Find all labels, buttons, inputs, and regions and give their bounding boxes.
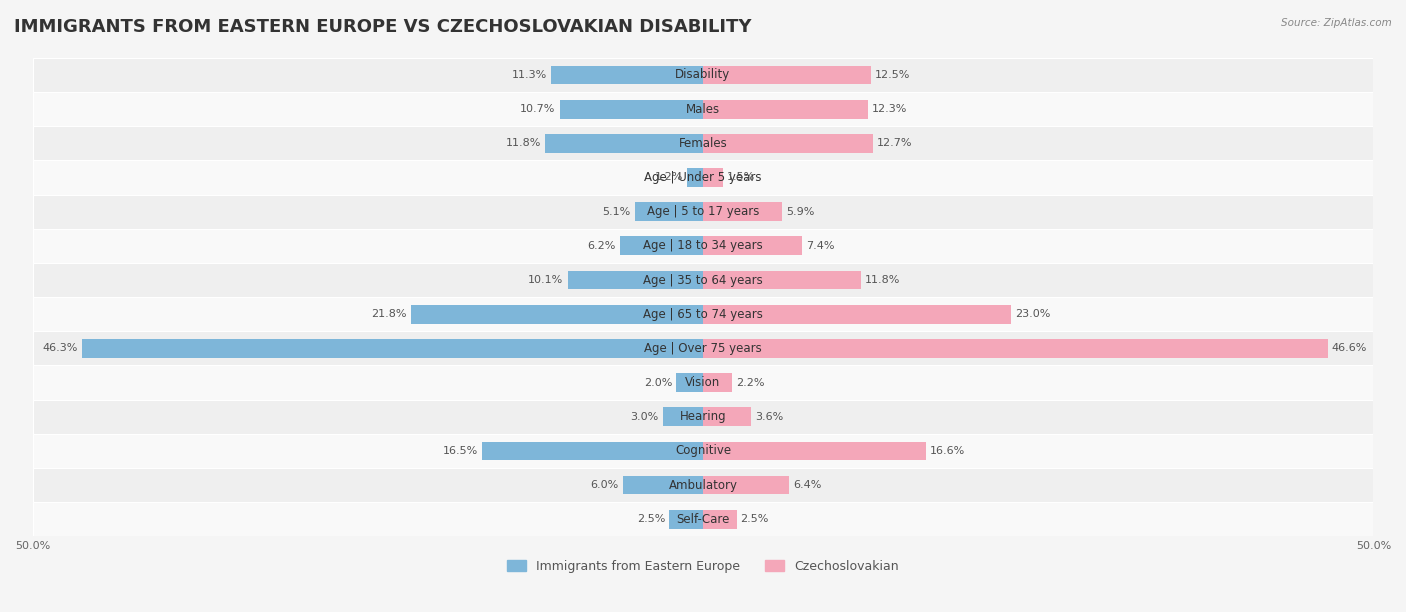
Text: 2.5%: 2.5% [741,514,769,524]
Text: 1.5%: 1.5% [727,173,755,182]
Bar [703,202,782,221]
Bar [703,305,1011,324]
Bar [560,100,703,119]
Bar [32,263,1374,297]
Bar [32,92,1374,126]
Bar [82,339,703,358]
Bar [676,373,703,392]
Bar [32,331,1374,365]
Text: Ambulatory: Ambulatory [668,479,738,491]
Bar [32,502,1374,536]
Text: 46.6%: 46.6% [1331,343,1367,353]
Text: 2.0%: 2.0% [644,378,672,387]
Text: 3.0%: 3.0% [630,412,659,422]
Bar [32,126,1374,160]
Bar [703,271,862,289]
Bar [703,408,751,426]
Text: 23.0%: 23.0% [1015,309,1050,319]
Bar [568,271,703,289]
Text: Males: Males [686,103,720,116]
Bar [703,100,868,119]
Text: Age | Over 75 years: Age | Over 75 years [644,342,762,355]
Text: 12.5%: 12.5% [875,70,910,80]
Bar [669,510,703,529]
Text: 6.2%: 6.2% [588,241,616,251]
Bar [662,408,703,426]
Text: Self-Care: Self-Care [676,513,730,526]
Text: Cognitive: Cognitive [675,444,731,457]
Text: Females: Females [679,137,727,150]
Bar [544,134,703,152]
Text: 5.9%: 5.9% [786,207,814,217]
Text: 11.8%: 11.8% [865,275,901,285]
Text: 46.3%: 46.3% [42,343,79,353]
Text: Age | Under 5 years: Age | Under 5 years [644,171,762,184]
Bar [32,365,1374,400]
Bar [32,434,1374,468]
Bar [32,58,1374,92]
Text: 12.7%: 12.7% [877,138,912,148]
Bar [551,65,703,84]
Text: Disability: Disability [675,69,731,81]
Text: 10.7%: 10.7% [520,104,555,114]
Text: Source: ZipAtlas.com: Source: ZipAtlas.com [1281,18,1392,28]
Text: 5.1%: 5.1% [602,207,631,217]
Text: Hearing: Hearing [679,410,727,424]
Bar [623,476,703,494]
Text: Age | 35 to 64 years: Age | 35 to 64 years [643,274,763,286]
Text: 16.5%: 16.5% [443,446,478,456]
Bar [32,297,1374,331]
Text: 2.5%: 2.5% [637,514,665,524]
Bar [703,373,733,392]
Legend: Immigrants from Eastern Europe, Czechoslovakian: Immigrants from Eastern Europe, Czechosl… [508,560,898,573]
Bar [703,441,925,460]
Bar [32,160,1374,195]
Text: Age | 65 to 74 years: Age | 65 to 74 years [643,308,763,321]
Bar [703,134,873,152]
Text: 11.8%: 11.8% [505,138,541,148]
Bar [32,195,1374,229]
Bar [634,202,703,221]
Text: 10.1%: 10.1% [529,275,564,285]
Text: 11.3%: 11.3% [512,70,547,80]
Bar [703,65,870,84]
Bar [620,236,703,255]
Bar [32,229,1374,263]
Text: 7.4%: 7.4% [806,241,835,251]
Bar [703,476,789,494]
Bar [482,441,703,460]
Text: IMMIGRANTS FROM EASTERN EUROPE VS CZECHOSLOVAKIAN DISABILITY: IMMIGRANTS FROM EASTERN EUROPE VS CZECHO… [14,18,752,36]
Text: 16.6%: 16.6% [929,446,965,456]
Text: Age | 18 to 34 years: Age | 18 to 34 years [643,239,763,252]
Bar [703,339,1327,358]
Text: 12.3%: 12.3% [872,104,907,114]
Bar [703,168,723,187]
Text: 1.2%: 1.2% [655,173,683,182]
Text: Age | 5 to 17 years: Age | 5 to 17 years [647,205,759,218]
Text: Vision: Vision [685,376,721,389]
Bar [703,236,803,255]
Bar [32,400,1374,434]
Text: 6.0%: 6.0% [591,480,619,490]
Text: 21.8%: 21.8% [371,309,406,319]
Bar [32,468,1374,502]
Text: 2.2%: 2.2% [737,378,765,387]
Bar [411,305,703,324]
Bar [688,168,703,187]
Bar [703,510,737,529]
Text: 6.4%: 6.4% [793,480,821,490]
Text: 3.6%: 3.6% [755,412,783,422]
